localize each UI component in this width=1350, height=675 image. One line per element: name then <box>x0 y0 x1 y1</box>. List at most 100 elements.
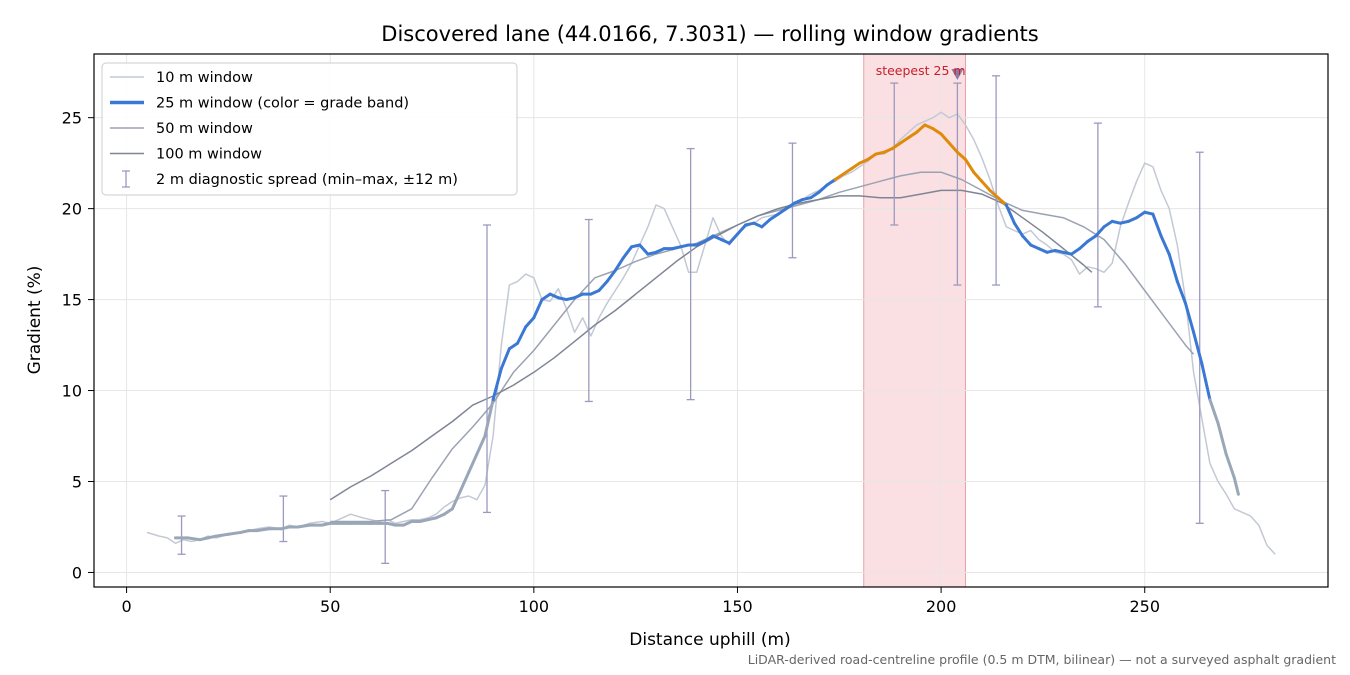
error-bar <box>279 495 288 543</box>
series-25m-segment <box>1232 476 1240 496</box>
series-25m-segment <box>955 150 968 162</box>
series-25m-segment <box>1200 361 1208 383</box>
series-25m-segment <box>939 132 951 145</box>
legend-label: 25 m window (color = grade band) <box>156 96 409 112</box>
series-25m-segment <box>1183 301 1196 334</box>
x-axis-label: Distance uphill (m) <box>629 630 790 650</box>
series-25m-segment <box>524 316 536 329</box>
series-25m-segment <box>776 207 788 216</box>
error-bar <box>686 147 695 401</box>
series-100m-line <box>329 189 1093 501</box>
series-25m-segment <box>1208 398 1220 425</box>
series-25m-segment <box>703 234 715 243</box>
series-25m-segment <box>638 243 650 256</box>
error-bar <box>381 489 390 565</box>
series-25m-segment <box>1012 221 1025 238</box>
error-bar <box>483 224 492 514</box>
series-25m-segment <box>1159 234 1171 256</box>
series-25m-segment <box>825 178 837 187</box>
series-25m-segment <box>809 190 821 200</box>
y-tick-label: 20 <box>62 200 82 219</box>
series-25m-segment <box>996 196 1008 207</box>
series-25m-segment <box>499 347 511 371</box>
series-25m-segment <box>915 123 927 134</box>
x-tick-label: 0 <box>121 597 131 616</box>
x-tick-label: 200 <box>926 597 957 616</box>
error-bar <box>1195 151 1204 524</box>
series-25m-segment <box>1004 203 1016 225</box>
series-25m-segment <box>1216 421 1228 456</box>
series-25m-segment <box>760 218 772 229</box>
series-25m-segment <box>890 141 902 151</box>
error-bar <box>1093 122 1102 308</box>
series-25m-segment <box>947 141 959 154</box>
series-25m-segment <box>1094 225 1106 238</box>
series-25m-segment <box>491 367 503 402</box>
error-bar <box>890 82 899 226</box>
series-25m-segment <box>536 298 544 311</box>
series-25m-segment <box>516 325 528 345</box>
series-25m-segment <box>507 341 520 351</box>
series-25m-segment <box>597 279 609 292</box>
series-25m-segment <box>214 532 230 538</box>
legend-25m: 25 m window (color = grade band) <box>110 96 409 112</box>
series-25m-segment <box>727 232 739 245</box>
series-25m-segment <box>964 158 976 174</box>
series-25m-segment <box>1151 212 1163 238</box>
series-25m-segment <box>768 212 780 222</box>
series-25m-segment <box>1078 239 1090 251</box>
series-25m-segment <box>296 523 312 529</box>
legend: 10 m window 25 m window (color = grade ba… <box>101 62 518 196</box>
series-25m-segment <box>988 188 1000 200</box>
series-25m-segment <box>467 452 479 474</box>
x-tick-label: 250 <box>1129 597 1160 616</box>
series-25m-segment <box>972 170 984 183</box>
series-25m-segment <box>255 527 271 533</box>
series-25m-segment <box>483 398 495 438</box>
y-tick-label: 0 <box>72 563 82 582</box>
x-tick-label: 50 <box>320 597 340 616</box>
y-tick-label: 25 <box>62 109 82 128</box>
series-50m-line <box>330 171 1195 523</box>
x-tick-label: 150 <box>722 597 753 616</box>
legend-label: 100 m window <box>156 147 262 163</box>
series-25m-segment <box>605 268 617 283</box>
plot-area: 0 50 100 150 200 250 0 5 10 15 20 25 steepest 25 m <box>62 53 1329 616</box>
error-bar <box>177 515 186 555</box>
legend-error-bars: 2 m diagnostic spread (min–max, ±12 m) <box>122 170 458 188</box>
legend-label: 50 m window <box>156 121 253 137</box>
series-25m-segment <box>735 223 748 236</box>
plot-frame <box>93 53 1329 588</box>
series-25m-segment <box>1167 252 1179 283</box>
series-10m-line <box>146 111 1276 555</box>
series-25m-segment <box>621 245 634 260</box>
series-25m-segment <box>186 536 202 542</box>
series-25m-line <box>173 123 1240 542</box>
footnote: LiDAR-derived road-centreline profile (0… <box>748 652 1336 667</box>
legend-10m: 10 m window <box>110 70 253 86</box>
series-25m-segment <box>841 167 854 176</box>
series-25m-segment <box>907 130 919 140</box>
error-bar <box>992 75 1001 286</box>
y-tick-label: 5 <box>72 472 82 491</box>
legend-box <box>101 62 518 196</box>
series-25m-segment <box>784 201 796 211</box>
series-25m-segment <box>475 434 487 456</box>
series-25m-segment <box>1086 234 1098 243</box>
legend-label: 10 m window <box>156 70 253 86</box>
series-25m-segment <box>931 127 943 136</box>
series-25m-segment <box>1204 379 1212 402</box>
series-25m-segment <box>1135 210 1147 220</box>
series-25m-segment <box>1069 247 1082 256</box>
series-25m-segment <box>817 183 829 194</box>
chart-title: Discovered lane (44.0166, 7.3031) — roll… <box>381 22 1038 46</box>
steepest-label: steepest 25 m <box>876 63 966 78</box>
series-25m-segment <box>1175 279 1187 305</box>
series-25m-segment <box>226 530 243 536</box>
series-25m-segment <box>833 172 845 182</box>
steepest-marker <box>951 69 964 81</box>
series-25m-segment <box>613 256 625 272</box>
x-tick-label: 100 <box>519 597 550 616</box>
series-25m-segment <box>1192 330 1204 365</box>
